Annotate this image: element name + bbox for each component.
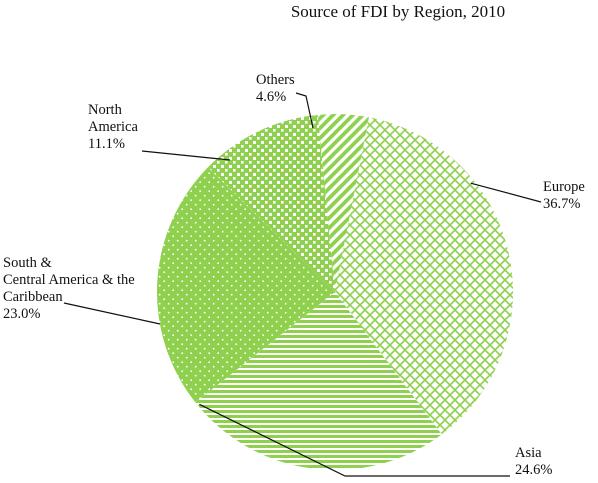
label-na-line2: America: [88, 119, 138, 135]
chart-title: Source of FDI by Region, 2010: [290, 2, 506, 21]
slice-south-central-america-the-caribbean: [157, 167, 335, 403]
leader-na: [141, 150, 231, 161]
label-sca-line2: Central America & the: [3, 272, 135, 288]
label-sca-line3: Caribbean: [3, 289, 63, 305]
label-europe-name: Europe: [543, 179, 585, 195]
label-others: Others 4.6%: [256, 72, 295, 106]
slice-europe: [335, 117, 514, 435]
leader-sca: [63, 302, 161, 325]
label-asia: Asia 24.6%: [515, 445, 552, 479]
slice-asia: [195, 292, 442, 471]
label-asia-name: Asia: [515, 445, 542, 461]
label-sca-line1: South &: [3, 255, 52, 271]
label-europe: Europe 36.7%: [543, 179, 585, 213]
leader-europe: [470, 182, 542, 203]
slice-others: [317, 114, 369, 292]
label-na-line1: North: [88, 102, 122, 118]
slice-north-america: [208, 114, 335, 292]
label-south-central-america: South & Central America & the Caribbean …: [3, 255, 135, 323]
label-others-pct: 4.6%: [256, 89, 287, 105]
leader-asia: [199, 403, 510, 477]
leader-others: [295, 92, 314, 129]
label-na-pct: 11.1%: [88, 136, 125, 152]
label-asia-pct: 24.6%: [515, 462, 553, 478]
label-europe-pct: 36.7%: [543, 196, 581, 212]
label-others-name: Others: [256, 72, 295, 88]
label-sca-pct: 23.0%: [3, 306, 41, 322]
label-north-america: North America 11.1%: [88, 102, 138, 153]
